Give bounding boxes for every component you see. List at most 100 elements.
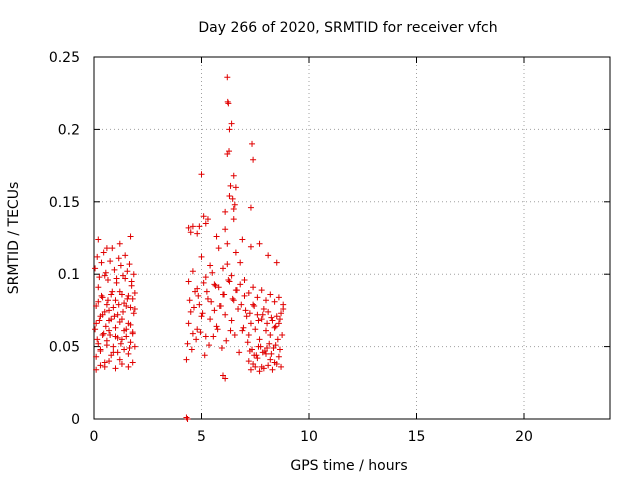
data-point: [268, 350, 275, 357]
data-point: [94, 336, 101, 343]
data-point: [195, 292, 202, 299]
data-point: [273, 313, 280, 320]
data-point: [210, 333, 217, 340]
data-point: [194, 230, 201, 237]
data-point: [230, 172, 237, 179]
data-point: [112, 297, 119, 304]
data-point: [198, 253, 205, 260]
data-point: [100, 330, 107, 337]
data-point: [222, 311, 229, 318]
data-point: [267, 332, 274, 339]
data-point: [196, 301, 203, 308]
data-point: [201, 352, 208, 359]
data-point: [125, 292, 132, 299]
data-point: [127, 304, 134, 311]
data-point: [216, 303, 223, 310]
data-point: [255, 317, 262, 324]
y-tick-label-5: 0.25: [49, 50, 80, 66]
data-point: [126, 345, 133, 352]
data-point: [196, 223, 203, 230]
data-point: [247, 320, 254, 327]
data-point: [104, 297, 111, 304]
data-point: [128, 278, 135, 285]
data-point: [187, 308, 194, 315]
data-point: [239, 327, 246, 334]
data-point: [225, 100, 232, 107]
data-point: [114, 349, 121, 356]
data-point: [218, 345, 225, 352]
data-point: [224, 261, 231, 268]
data-point: [92, 326, 99, 333]
data-point: [213, 233, 220, 240]
data-points: [92, 74, 287, 422]
data-point: [101, 308, 108, 315]
data-point: [238, 301, 245, 308]
data-point: [202, 220, 209, 227]
data-point: [202, 274, 209, 281]
data-point: [98, 292, 105, 299]
grid: [94, 57, 610, 419]
data-point: [185, 320, 192, 327]
x-tick-label-2: 10: [300, 429, 318, 445]
data-point: [109, 288, 116, 295]
data-point: [245, 358, 252, 365]
data-point: [93, 366, 100, 373]
data-point: [130, 310, 137, 317]
data-point: [255, 343, 262, 350]
data-point: [212, 282, 219, 289]
data-point: [221, 291, 228, 298]
data-point: [126, 261, 133, 268]
data-point: [204, 295, 211, 302]
data-point: [222, 208, 229, 215]
data-point: [233, 287, 240, 294]
data-point: [96, 317, 103, 324]
data-point: [100, 249, 107, 256]
data-point: [130, 271, 137, 278]
data-point: [247, 204, 254, 211]
data-point: [183, 356, 190, 363]
data-point: [129, 295, 136, 302]
y-tick-label-0: 0: [71, 412, 80, 428]
data-point: [230, 216, 237, 223]
data-point: [259, 311, 266, 318]
data-point: [106, 327, 113, 334]
data-point: [95, 340, 102, 347]
data-point: [258, 287, 265, 294]
data-point: [264, 320, 271, 327]
data-point: [250, 156, 257, 163]
data-point: [93, 303, 100, 310]
data-point: [129, 359, 136, 366]
data-point: [269, 317, 276, 324]
plot-frame: [93, 56, 611, 420]
data-point: [102, 323, 109, 330]
data-point: [264, 345, 271, 352]
data-point: [124, 295, 131, 302]
data-point: [254, 355, 261, 362]
data-point: [206, 342, 213, 349]
x-tick-label-3: 15: [408, 429, 426, 445]
data-point: [96, 274, 103, 281]
y-tick-label-2: 0.1: [58, 267, 80, 283]
data-point: [227, 327, 234, 334]
data-point: [101, 363, 108, 370]
y-axis-label: SRMTID / TECUs: [6, 182, 22, 295]
data-point: [106, 317, 113, 324]
data-point: [118, 316, 125, 323]
data-point: [224, 98, 231, 105]
data-point: [111, 266, 118, 273]
data-point: [186, 297, 193, 304]
data-point: [240, 324, 247, 331]
data-point: [198, 171, 205, 178]
data-point: [118, 360, 125, 367]
data-point: [124, 268, 131, 275]
x-tick-label-1: 5: [197, 429, 206, 445]
data-point: [228, 120, 235, 127]
x-tick-label-0: 0: [90, 429, 99, 445]
data-point: [189, 330, 196, 337]
data-point: [246, 347, 253, 354]
data-point: [254, 294, 261, 301]
data-point: [239, 236, 246, 243]
data-point: [183, 414, 190, 421]
data-point: [215, 284, 222, 291]
